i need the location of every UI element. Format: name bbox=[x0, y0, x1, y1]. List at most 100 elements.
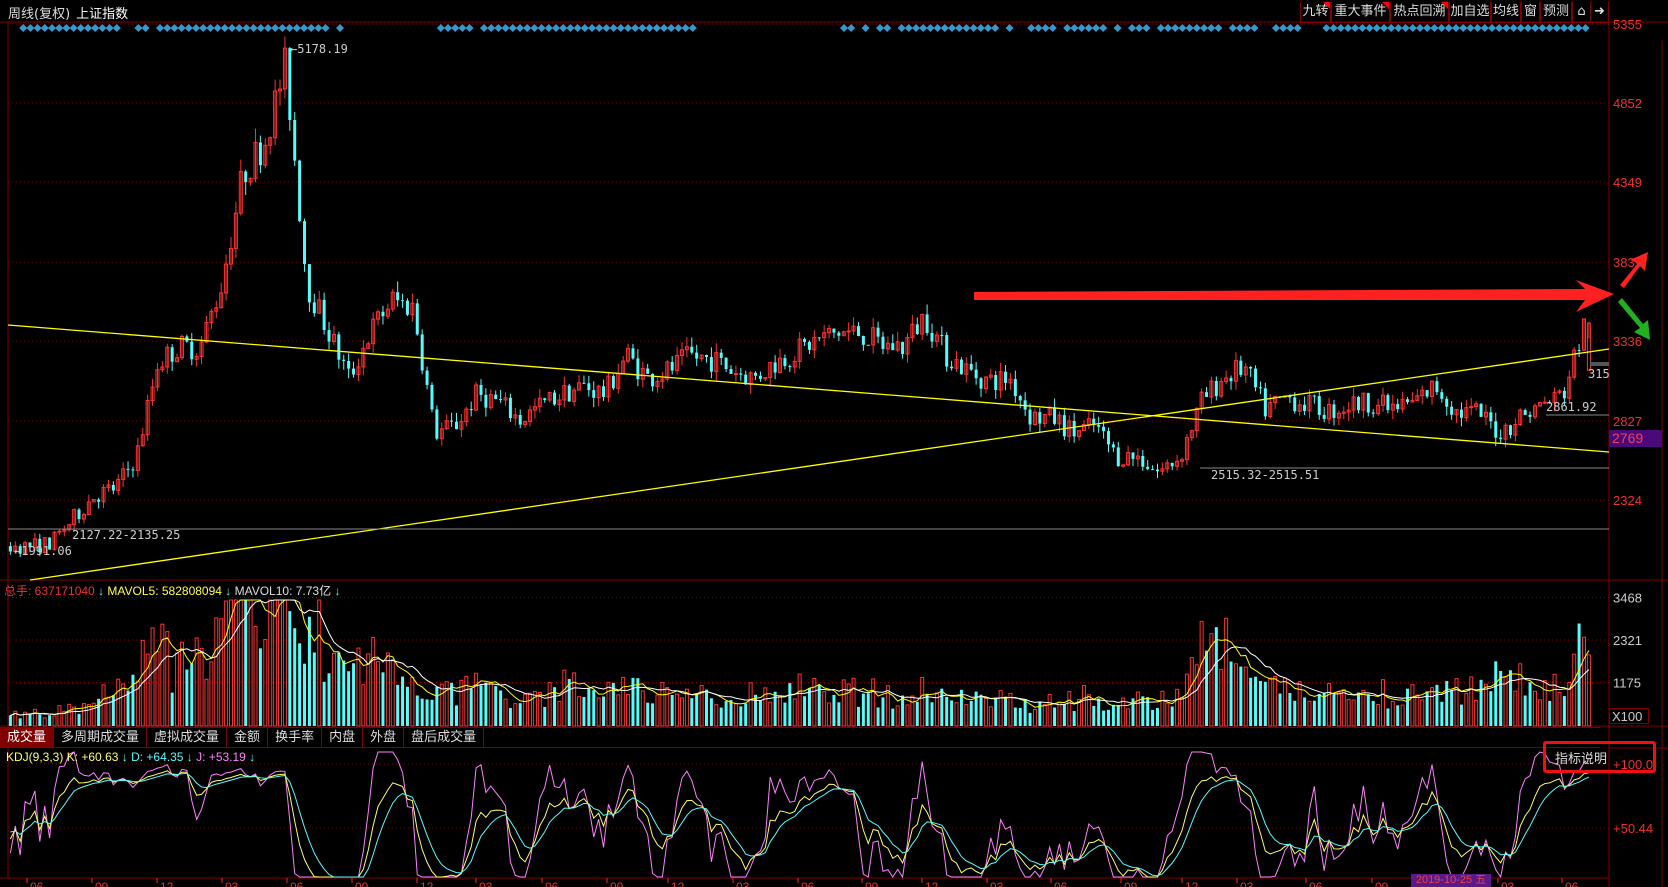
period-label: 周线(复权) bbox=[8, 7, 71, 22]
candle-body bbox=[1097, 424, 1101, 427]
event-marker-icon bbox=[177, 24, 186, 32]
volume-bar bbox=[86, 704, 91, 727]
candle-body bbox=[101, 486, 106, 503]
candle-body bbox=[1469, 406, 1474, 409]
candle-body bbox=[910, 323, 915, 339]
event-marker-icon bbox=[192, 24, 200, 32]
event-marker-icon bbox=[1552, 24, 1561, 32]
volume-bar bbox=[733, 703, 738, 727]
indicator-explain-button[interactable]: 指标说明 bbox=[1543, 741, 1656, 773]
volume-bar bbox=[846, 683, 851, 727]
candle-body bbox=[116, 478, 121, 492]
tab-5[interactable]: 内盘 bbox=[322, 728, 364, 747]
event-marker-icon bbox=[84, 24, 92, 32]
volume-bar bbox=[577, 696, 582, 727]
volume-bar bbox=[817, 684, 821, 726]
candle-body bbox=[209, 310, 214, 324]
volume-bar bbox=[347, 671, 351, 726]
event-marker-icon bbox=[206, 24, 215, 32]
volume-bar bbox=[797, 673, 802, 727]
volume-bar bbox=[1160, 690, 1165, 727]
volume-bar bbox=[405, 686, 409, 726]
volume-bar bbox=[116, 678, 121, 727]
candle-body bbox=[175, 357, 180, 363]
volume-bar bbox=[1004, 696, 1008, 726]
tab-7[interactable]: 盘后成交量 bbox=[404, 728, 485, 747]
volume-bar bbox=[1371, 700, 1375, 726]
candle-body bbox=[1106, 431, 1110, 445]
volume-bar bbox=[891, 708, 895, 726]
candle-body bbox=[170, 347, 174, 362]
candle-body bbox=[1111, 444, 1115, 448]
event-marker-icon bbox=[112, 24, 121, 32]
event-marker-icon bbox=[256, 24, 265, 32]
candle-body bbox=[695, 352, 699, 359]
volume-bar bbox=[964, 704, 969, 727]
toolbar-button[interactable]: 均线 bbox=[1491, 2, 1521, 23]
volume-bar bbox=[518, 703, 522, 726]
candle-body bbox=[38, 538, 42, 553]
tab-2[interactable]: 虚拟成交量 bbox=[147, 728, 228, 747]
volume-unit: X100 bbox=[1609, 708, 1649, 724]
volume-bar bbox=[915, 701, 919, 726]
volume-bar bbox=[1410, 684, 1415, 727]
candle-body bbox=[474, 384, 479, 411]
candle-body bbox=[1336, 412, 1341, 419]
volume-bar bbox=[513, 703, 518, 727]
price-axis-label: 2324 bbox=[1613, 493, 1642, 508]
candle-body bbox=[322, 299, 326, 331]
candle-body bbox=[1189, 430, 1194, 439]
candle-body bbox=[1396, 404, 1400, 410]
candle-body bbox=[537, 397, 542, 408]
volume-bar bbox=[1086, 694, 1091, 727]
volume-bar bbox=[866, 693, 870, 726]
candle-body bbox=[954, 359, 959, 369]
candle-body bbox=[479, 385, 483, 395]
tab-4[interactable]: 换手率 bbox=[268, 728, 323, 747]
event-marker-icon bbox=[55, 24, 64, 32]
annotation-high: ←5178.19 bbox=[290, 42, 348, 56]
tab-6[interactable]: 外盘 bbox=[363, 728, 405, 747]
volume-bar bbox=[165, 631, 170, 727]
event-marker-icon bbox=[444, 24, 452, 32]
candle-body bbox=[1459, 409, 1463, 418]
candle-body bbox=[1092, 418, 1096, 425]
candle-body bbox=[945, 335, 949, 367]
volume-bar bbox=[1376, 704, 1381, 727]
volume-bar bbox=[748, 682, 753, 727]
candle-body bbox=[930, 333, 934, 342]
price-axis-label: 2827 bbox=[1613, 414, 1642, 429]
volume-bar bbox=[42, 717, 47, 727]
volume-bar bbox=[1454, 678, 1459, 727]
event-marker-icon bbox=[897, 24, 906, 32]
volume-bar bbox=[361, 684, 366, 727]
candle-body bbox=[1243, 366, 1248, 376]
toolbar-button[interactable]: 窗 bbox=[1521, 2, 1540, 23]
trendline-descending bbox=[7, 324, 1610, 453]
volume-bar bbox=[1131, 698, 1135, 726]
event-marker-icon bbox=[861, 24, 870, 32]
candle-body bbox=[513, 414, 518, 419]
volume-bar bbox=[1356, 692, 1360, 726]
volume-bar bbox=[1513, 690, 1518, 727]
candle-body bbox=[709, 357, 713, 372]
volume-bar bbox=[322, 681, 326, 726]
volume-bar bbox=[1489, 691, 1493, 726]
volume-bar bbox=[837, 702, 841, 726]
toolbar-button[interactable]: 加自选 bbox=[1449, 2, 1491, 23]
event-marker-icon bbox=[523, 24, 532, 32]
candle-body bbox=[303, 221, 307, 265]
event-marker-icon bbox=[645, 24, 654, 32]
tab-1[interactable]: 多周期成交量 bbox=[54, 728, 148, 747]
volume-bar bbox=[1028, 712, 1032, 726]
tab-0[interactable]: 成交量 bbox=[0, 728, 55, 747]
volume-bar bbox=[1552, 673, 1557, 727]
volume-bar bbox=[1307, 700, 1312, 727]
volume-bar bbox=[1106, 709, 1110, 726]
tab-3[interactable]: 金额 bbox=[227, 728, 269, 747]
event-marker-icon bbox=[1380, 24, 1388, 32]
x-axis-label: 09 bbox=[95, 880, 109, 887]
event-marker-icon bbox=[40, 24, 49, 32]
event-marker-icon bbox=[436, 24, 445, 32]
